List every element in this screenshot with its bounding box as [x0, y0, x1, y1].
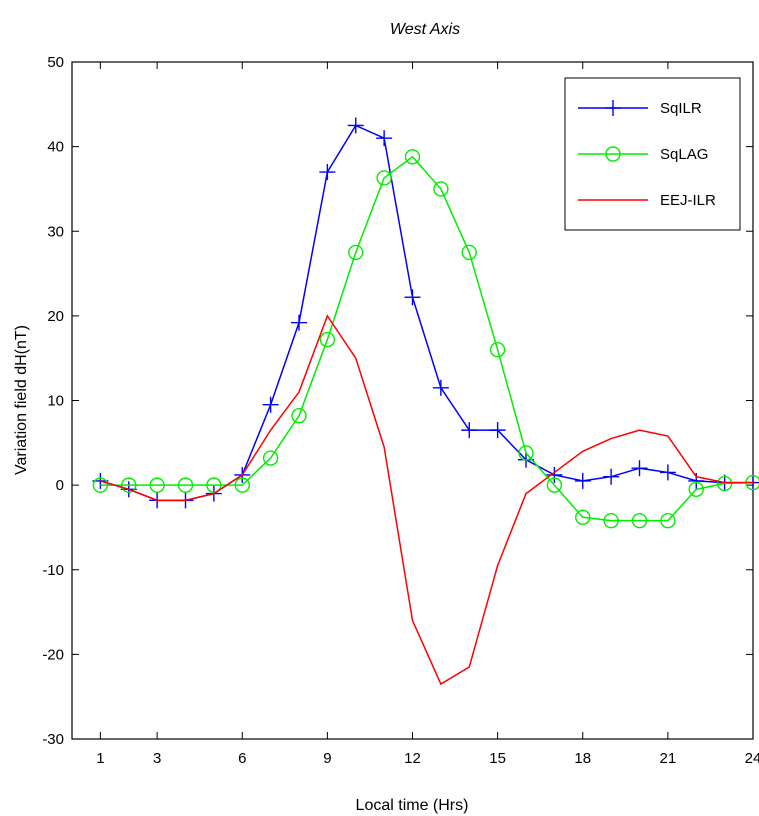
x-tick-label: 18 [574, 750, 591, 767]
circle-marker [92, 477, 109, 493]
circle-marker [461, 244, 477, 261]
circle-marker [319, 331, 336, 348]
legend-item: EEJ-ILR [578, 192, 716, 209]
legend: SqILR SqLAG EEJ-ILR [564, 77, 741, 231]
x-axis-label: Local time (Hrs) [356, 797, 469, 814]
circle-marker [234, 477, 250, 493]
legend-label: SqILR [660, 100, 702, 117]
plus-marker [631, 460, 648, 477]
plus-marker [262, 396, 279, 413]
legend-label: SqLAG [660, 146, 708, 163]
circle-marker [660, 512, 676, 529]
circle-marker [605, 146, 621, 162]
circle-marker [603, 512, 619, 529]
plus-marker [347, 117, 364, 134]
circle-marker [262, 450, 279, 466]
x-tick-label: 1 [96, 750, 104, 767]
circle-marker [631, 512, 648, 529]
chart-title: West Axis [390, 21, 460, 38]
plus-marker [659, 464, 676, 481]
circle-marker [348, 244, 364, 261]
y-tick-label: 10 [47, 393, 64, 410]
plus-marker [404, 289, 421, 306]
circle-marker [376, 170, 392, 186]
y-axis: -30 -20 -10 0 10 20 30 40 50 [42, 54, 753, 748]
plus-marker [603, 468, 620, 485]
circle-marker [489, 342, 506, 358]
legend-item: SqLAG [578, 146, 708, 163]
circle-marker [206, 477, 222, 493]
x-axis: 1 3 6 9 12 15 18 21 24 [96, 62, 759, 767]
circle-marker [149, 477, 165, 493]
circle-marker [546, 477, 563, 493]
plus-marker [489, 422, 506, 439]
circle-marker [518, 445, 534, 461]
series-eej-ilr [100, 314, 753, 686]
y-tick-label: -10 [42, 562, 64, 579]
circle-marker [575, 509, 591, 525]
plus-marker [432, 379, 449, 396]
circle-marker [716, 475, 733, 492]
y-tick-label: 40 [47, 139, 64, 156]
x-tick-label: 6 [238, 750, 246, 767]
circle-marker [688, 481, 704, 498]
series-layer [92, 117, 759, 686]
plus-marker [291, 314, 307, 331]
y-tick-label: 30 [47, 223, 64, 240]
circle-marker [433, 181, 449, 197]
y-tick-label: -20 [42, 646, 64, 663]
plus-marker [376, 130, 393, 147]
series-line [100, 314, 753, 686]
x-tick-label: 9 [323, 750, 331, 767]
x-tick-label: 3 [153, 750, 161, 767]
y-tick-label: 20 [47, 308, 64, 325]
plus-marker [605, 100, 621, 116]
y-tick-label: 0 [56, 477, 64, 494]
circle-marker [121, 477, 137, 493]
circle-marker [404, 149, 421, 165]
legend-item: SqILR [578, 100, 702, 117]
x-tick-label: 24 [745, 750, 759, 767]
x-tick-label: 12 [404, 750, 421, 767]
plus-marker [461, 422, 478, 439]
plus-marker [319, 164, 336, 181]
circle-marker [291, 408, 307, 424]
y-tick-label: 50 [47, 54, 64, 71]
x-tick-label: 15 [489, 750, 506, 767]
y-axis-label: Variation field dH(nT) [13, 325, 30, 475]
plus-marker [574, 472, 591, 489]
legend-label: EEJ-ILR [660, 192, 716, 209]
series-sqlag [92, 149, 759, 529]
circle-marker [177, 477, 194, 493]
series-line [100, 155, 754, 522]
plus-marker [546, 466, 563, 483]
x-tick-label: 21 [660, 750, 677, 767]
y-tick-label: -30 [42, 731, 64, 748]
